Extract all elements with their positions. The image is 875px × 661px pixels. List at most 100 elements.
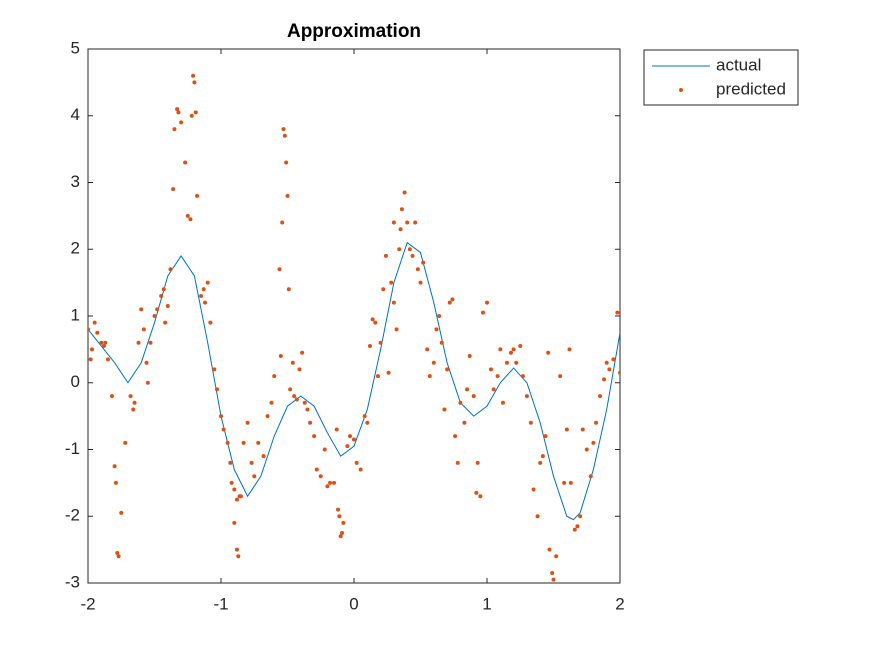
scatter-point xyxy=(378,340,383,345)
scatter-point xyxy=(348,434,353,439)
scatter-point xyxy=(256,440,261,445)
scatter-point xyxy=(427,374,432,379)
scatter-point xyxy=(598,394,603,399)
scatter-point xyxy=(201,287,206,292)
scatter-point xyxy=(312,434,317,439)
scatter-point xyxy=(341,520,346,525)
scatter-point xyxy=(101,344,106,349)
scatter-point xyxy=(245,420,250,425)
scatter-point xyxy=(399,207,404,212)
scatter-point xyxy=(407,247,412,252)
scatter-point xyxy=(450,297,455,302)
scatter-point xyxy=(116,554,121,559)
scatter-point xyxy=(212,367,217,372)
y-tick-label: 0 xyxy=(71,372,80,391)
scatter-point xyxy=(148,340,153,345)
scatter-point xyxy=(447,300,452,305)
scatter-point xyxy=(455,460,460,465)
scatter-point xyxy=(155,307,160,312)
scatter-point xyxy=(234,547,239,552)
scatter-point xyxy=(286,287,291,292)
scatter-point xyxy=(278,354,283,359)
scatter-point xyxy=(410,253,415,258)
scatter-point xyxy=(381,287,386,292)
legend-marker xyxy=(679,88,683,92)
scatter-point xyxy=(136,340,141,345)
x-tick-label: -2 xyxy=(80,594,95,613)
scatter-point xyxy=(215,387,220,392)
series-group xyxy=(88,73,620,582)
scatter-point xyxy=(584,447,589,452)
scatter-point xyxy=(334,427,339,432)
scatter-point xyxy=(495,374,500,379)
scatter-point xyxy=(442,407,447,412)
scatter-point xyxy=(89,347,94,352)
scatter-point xyxy=(336,507,341,512)
scatter-point xyxy=(179,120,184,125)
scatter-point xyxy=(474,490,479,495)
scatter-point xyxy=(365,420,370,425)
scatter-point xyxy=(152,314,157,318)
scatter-point xyxy=(192,80,197,85)
scatter-point xyxy=(236,554,241,559)
scatter-point xyxy=(528,420,533,425)
scatter-point xyxy=(386,370,391,375)
scatter-point xyxy=(488,367,493,372)
scatter-point xyxy=(281,127,286,132)
scatter-point xyxy=(261,454,266,459)
scatter-point xyxy=(580,427,585,432)
scatter-point xyxy=(578,514,583,519)
y-tick-label: 1 xyxy=(71,305,80,324)
scatter-point xyxy=(358,467,363,472)
legend-label: actual xyxy=(716,55,761,74)
y-tick-label: -3 xyxy=(65,572,80,591)
scatter-point xyxy=(394,327,399,332)
scatter-point xyxy=(434,327,439,332)
scatter-point xyxy=(345,444,350,449)
scatter-point xyxy=(141,327,146,332)
scatter-point xyxy=(439,340,444,345)
scatter-point xyxy=(362,414,367,419)
scatter-point xyxy=(485,300,489,305)
scatter-point xyxy=(265,414,270,419)
scatter-point xyxy=(498,347,503,352)
scatter-point xyxy=(352,437,356,442)
scatter-point xyxy=(322,447,327,452)
scatter-point xyxy=(575,524,580,529)
scatter-point xyxy=(119,510,124,515)
scatter-point xyxy=(332,480,337,485)
scatter-point xyxy=(241,440,246,445)
scatter-point xyxy=(402,190,407,195)
scatter-point xyxy=(465,387,470,392)
scatter-point xyxy=(535,514,540,519)
scatter-point xyxy=(225,440,230,445)
line-series xyxy=(88,241,620,521)
scatter-point xyxy=(172,127,177,132)
scatter-point xyxy=(437,314,442,318)
scatter-point xyxy=(221,427,226,432)
x-tick-label: 0 xyxy=(349,594,358,613)
scatter-point xyxy=(131,407,136,412)
scatter-point xyxy=(92,320,97,325)
scatter-point xyxy=(594,420,599,425)
scatter-point xyxy=(168,267,173,272)
x-tick-label: -1 xyxy=(213,594,228,613)
scatter-point xyxy=(558,374,563,379)
scatter-point xyxy=(397,247,402,252)
scatter-point xyxy=(314,467,319,472)
scatter-point xyxy=(375,374,380,379)
x-tick-label: 1 xyxy=(482,594,491,613)
scatter-point xyxy=(95,330,100,335)
scatter-point xyxy=(288,387,293,392)
scatter-point xyxy=(504,360,509,365)
scatter-point xyxy=(543,434,548,439)
scatter-point xyxy=(159,293,164,298)
scatter-point xyxy=(139,307,144,312)
scatter-point xyxy=(171,187,176,192)
scatter-point xyxy=(415,267,420,272)
scatter-point xyxy=(115,550,120,555)
scatter-point xyxy=(272,374,277,379)
scatter-point xyxy=(567,347,572,352)
